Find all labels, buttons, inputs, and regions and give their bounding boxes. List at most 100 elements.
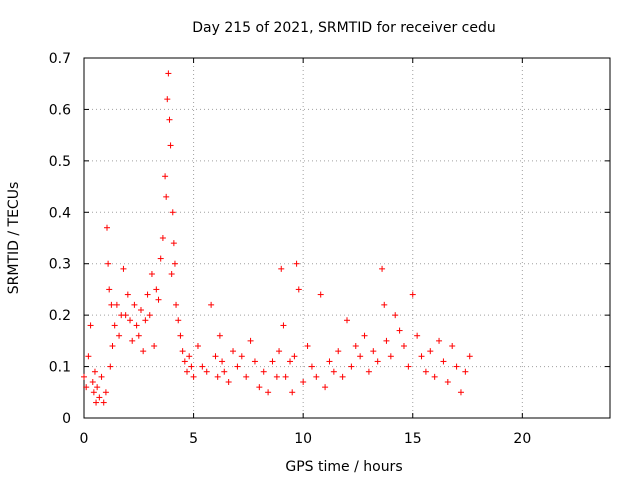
data-point: [107, 363, 114, 370]
axis-ticks: 0 5 10 15 20 0 0.1 0.2 0.3 0.4 0.5 0.6 0.7: [49, 51, 610, 447]
grid: [84, 58, 610, 418]
data-point: [273, 373, 280, 380]
data-point: [414, 332, 421, 339]
data-points: [81, 70, 473, 406]
data-point: [142, 317, 149, 324]
data-point: [129, 337, 136, 344]
data-point: [330, 368, 337, 375]
data-point: [175, 317, 182, 324]
data-point: [83, 384, 90, 391]
data-point: [357, 353, 364, 360]
data-point: [194, 343, 201, 349]
data-point: [269, 358, 276, 365]
data-point: [203, 368, 210, 375]
data-point: [265, 389, 272, 396]
data-point: [111, 322, 118, 329]
data-point: [383, 337, 390, 344]
data-point: [146, 312, 153, 319]
y-tick-label: 0.4: [49, 205, 71, 221]
data-point: [159, 235, 166, 241]
data-point: [162, 173, 169, 180]
data-point: [155, 296, 162, 303]
data-point: [379, 265, 386, 272]
data-point: [304, 343, 311, 349]
data-point: [278, 265, 285, 272]
data-point: [94, 384, 101, 391]
data-point: [326, 358, 333, 365]
data-point: [427, 348, 434, 355]
data-point: [370, 348, 377, 355]
data-point: [120, 265, 127, 272]
data-point: [98, 373, 105, 380]
data-point: [352, 343, 359, 349]
data-point: [365, 368, 372, 375]
data-point: [109, 343, 116, 349]
data-point: [291, 353, 298, 360]
data-point: [81, 373, 87, 380]
data-point: [186, 353, 193, 360]
data-point: [422, 368, 429, 375]
data-point: [87, 322, 94, 329]
x-tick-label: 5: [189, 431, 198, 447]
data-point: [453, 363, 460, 370]
data-point: [381, 301, 388, 308]
x-tick-label: 0: [80, 431, 89, 447]
data-point: [313, 373, 320, 380]
data-point: [300, 379, 307, 385]
data-point: [148, 271, 155, 277]
data-point: [219, 358, 226, 365]
data-point: [431, 373, 438, 380]
data-point: [405, 363, 412, 370]
data-point: [169, 209, 176, 216]
data-point: [164, 96, 171, 103]
data-point: [85, 353, 92, 360]
data-point: [230, 348, 237, 355]
data-point: [105, 260, 112, 267]
data-point: [100, 399, 107, 406]
data-point: [444, 379, 451, 385]
data-point: [282, 373, 289, 380]
data-point: [436, 337, 443, 344]
data-point: [89, 379, 96, 385]
data-point: [140, 348, 147, 355]
data-point: [348, 363, 355, 370]
data-point: [153, 286, 160, 293]
data-point: [466, 353, 473, 360]
data-point: [190, 373, 197, 380]
data-point: [135, 332, 142, 339]
data-point: [462, 368, 469, 375]
data-point: [106, 286, 113, 293]
data-point: [335, 348, 342, 355]
data-point: [409, 291, 416, 298]
data-point: [216, 332, 223, 339]
data-point: [171, 260, 178, 267]
data-point: [280, 322, 287, 329]
y-tick-label: 0.7: [49, 51, 71, 67]
data-point: [179, 348, 186, 355]
data-point: [289, 389, 296, 396]
data-point: [440, 358, 447, 365]
data-point: [165, 70, 172, 77]
data-point: [108, 301, 115, 308]
y-tick-label: 0.5: [49, 154, 71, 170]
data-point: [188, 363, 195, 370]
data-point: [93, 399, 100, 406]
data-point: [308, 363, 315, 370]
data-point: [102, 389, 109, 396]
data-point: [221, 368, 228, 375]
data-point: [418, 353, 425, 360]
data-point: [122, 312, 129, 319]
data-point: [322, 384, 329, 391]
data-point: [208, 301, 215, 308]
data-point: [124, 291, 131, 298]
data-point: [238, 353, 245, 360]
data-point: [344, 317, 350, 324]
data-point: [131, 301, 138, 308]
data-point: [90, 389, 97, 396]
data-point: [104, 224, 111, 231]
x-tick-label: 10: [294, 431, 312, 447]
x-tick-label: 15: [404, 431, 422, 447]
data-point: [96, 394, 103, 401]
data-point: [293, 260, 300, 267]
